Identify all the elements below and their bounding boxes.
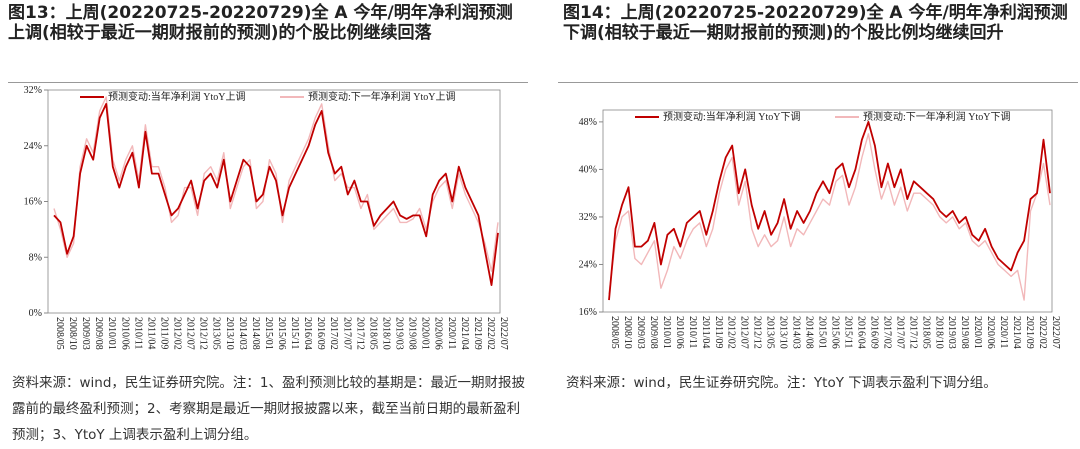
x-tick-label: 2013/05	[211, 317, 222, 350]
divider	[558, 82, 1078, 83]
x-tick-label: 2009/08	[648, 316, 659, 349]
series-line	[608, 133, 1051, 301]
x-tick-label: 2022/07	[498, 317, 509, 350]
x-tick-label: 2008/05	[609, 316, 620, 349]
x-tick-label: 2010/01	[661, 316, 672, 349]
x-tick-label: 2015/01	[817, 316, 828, 349]
x-tick-label: 2019/08	[407, 317, 418, 350]
x-tick-label: 2018/10	[933, 316, 944, 349]
x-tick-label: 2020/01	[972, 316, 983, 349]
x-tick-label: 2020/01	[420, 317, 431, 350]
x-tick-label: 2021/04	[459, 317, 470, 350]
y-tick-label: 24%	[579, 259, 597, 270]
x-tick-label: 2008/05	[54, 317, 65, 350]
series-line	[53, 103, 499, 286]
x-tick-label: 2018/05	[367, 317, 378, 350]
divider	[8, 82, 528, 83]
x-tick-label: 2009/03	[80, 317, 91, 350]
x-tick-label: 2013/05	[765, 316, 776, 349]
x-tick-label: 2017/07	[341, 317, 352, 350]
x-tick-label: 2015/11	[842, 316, 853, 348]
x-tick-label: 2012/07	[185, 317, 196, 350]
y-tick-label: 0%	[29, 308, 42, 319]
x-tick-label: 2010/11	[132, 317, 143, 349]
x-tick-label: 2018/10	[380, 317, 391, 350]
x-tick-label: 2017/07	[894, 316, 905, 349]
x-tick-label: 2009/08	[93, 317, 104, 350]
x-tick-label: 2010/06	[119, 317, 130, 350]
x-tick-label: 2020/11	[446, 317, 457, 349]
x-tick-label: 2016/09	[868, 316, 879, 349]
x-tick-label: 2020/06	[433, 317, 444, 350]
y-tick-label: 40%	[579, 164, 597, 175]
x-tick-label: 2022/02	[1037, 316, 1048, 349]
x-tick-label: 2013/10	[778, 316, 789, 349]
x-tick-label: 2009/03	[635, 316, 646, 349]
x-tick-label: 2012/07	[739, 316, 750, 349]
legend-label: 预测变动:下一年净利润 YtoY下调	[863, 110, 1011, 123]
x-tick-label: 2015/01	[263, 317, 274, 350]
plot-frame	[602, 109, 1053, 313]
x-tick-label: 2022/07	[1050, 316, 1061, 349]
x-tick-label: 2014/03	[791, 316, 802, 349]
x-tick-label: 2011/04	[700, 316, 711, 348]
series-line	[608, 121, 1051, 301]
x-tick-label: 2016/09	[315, 317, 326, 350]
x-tick-label: 2018/05	[920, 316, 931, 349]
y-tick-label: 32%	[579, 212, 597, 223]
x-tick-label: 2012/02	[172, 317, 183, 350]
x-tick-label: 2017/02	[328, 317, 339, 350]
x-tick-label: 2010/01	[106, 317, 117, 350]
x-tick-label: 2013/10	[224, 317, 235, 350]
legend-label: 预测变动:当年净利润 YtoY上调	[108, 90, 246, 103]
x-tick-label: 2022/02	[485, 317, 496, 350]
x-tick-label: 2014/08	[250, 317, 261, 350]
x-tick-label: 2015/11	[289, 317, 300, 349]
y-tick-label: 24%	[24, 141, 42, 152]
x-tick-label: 2010/11	[687, 316, 698, 348]
x-tick-label: 2020/11	[998, 316, 1009, 348]
x-tick-label: 2008/10	[67, 317, 78, 350]
x-tick-label: 2012/12	[198, 317, 209, 350]
x-tick-label: 2017/02	[881, 316, 892, 349]
x-tick-label: 2019/03	[394, 317, 405, 350]
x-tick-label: 2017/12	[354, 317, 365, 350]
chart-title: 图13：上周(20220725-20220729)全 A 今年/明年净利润预测上…	[8, 3, 513, 43]
x-tick-label: 2011/09	[713, 316, 724, 348]
x-tick-label: 2016/04	[302, 317, 313, 350]
x-tick-label: 2021/09	[1024, 316, 1035, 349]
source-note: 资料来源：wind，民生证券研究院。注：1、盈利预测比较的基期是：最近一期财报披…	[12, 375, 526, 443]
legend-label: 预测变动:下一年净利润 YtoY上调	[308, 90, 456, 103]
series-line	[53, 96, 499, 272]
x-tick-label: 2011/09	[158, 317, 169, 349]
y-tick-label: 16%	[24, 197, 42, 208]
x-tick-label: 2015/06	[830, 316, 841, 349]
x-tick-label: 2019/03	[946, 316, 957, 349]
chart-title: 图14：上周(20220725-20220729)全 A 今年/明年净利润预测下…	[563, 3, 1068, 43]
y-tick-label: 8%	[29, 252, 42, 263]
x-tick-label: 2012/12	[752, 316, 763, 349]
legend-label: 预测变动:当年净利润 YtoY下调	[663, 110, 801, 123]
y-tick-label: 16%	[579, 307, 597, 318]
x-tick-label: 2015/06	[276, 317, 287, 350]
y-tick-label: 48%	[579, 117, 597, 128]
x-tick-label: 2016/04	[855, 316, 866, 349]
x-tick-label: 2008/10	[622, 316, 633, 349]
x-tick-label: 2021/09	[472, 317, 483, 350]
x-tick-label: 2017/12	[907, 316, 918, 349]
y-tick-label: 32%	[24, 85, 42, 96]
x-tick-label: 2014/08	[804, 316, 815, 349]
x-tick-label: 2010/06	[674, 316, 685, 349]
source-note: 资料来源：wind，民生证券研究院。注：YtoY 下调表示盈利下调分组。	[566, 375, 997, 391]
x-tick-label: 2012/02	[726, 316, 737, 349]
x-tick-label: 2019/08	[959, 316, 970, 349]
x-tick-label: 2011/04	[145, 317, 156, 349]
x-tick-label: 2020/06	[985, 316, 996, 349]
x-tick-label: 2021/04	[1011, 316, 1022, 349]
x-tick-label: 2014/03	[237, 317, 248, 350]
